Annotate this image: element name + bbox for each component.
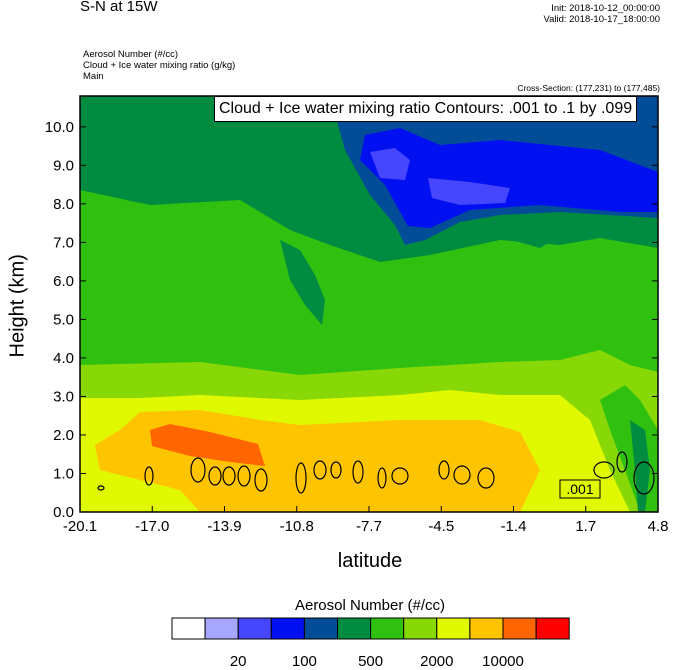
- colorbar-label: 10000: [482, 653, 524, 670]
- colorbar-label: 20: [229, 653, 247, 670]
- y-tick-label: 4.0: [53, 350, 74, 367]
- y-tick-label: 6.0: [53, 273, 74, 290]
- colorbar-swatch: [204, 617, 239, 640]
- colorbar-label: 500: [358, 653, 384, 670]
- valid-time: Valid: 2018-10-17_18:00:00: [543, 14, 660, 25]
- y-axis-label: Height (km): [6, 254, 29, 358]
- contour-label-box: [559, 479, 601, 499]
- field-shading: [80, 96, 658, 512]
- colorbar-swatch: [469, 617, 504, 640]
- plot-title: S-N at 15W: [80, 0, 158, 15]
- x-axis: -20.1 -17.0 -13.9 -10.8 -7.7 -4.5 -1.4 1.7 4.8: [63, 506, 669, 535]
- colorbar-swatch: [303, 617, 338, 640]
- field-label-main: Main: [83, 71, 104, 82]
- x-tick-label: -10.8: [280, 518, 314, 535]
- y-tick-label: 8.0: [53, 196, 74, 213]
- x-tick-label: -13.9: [207, 518, 241, 535]
- colorbar-swatch: [403, 617, 438, 640]
- x-tick-label: 4.8: [648, 518, 669, 535]
- band-light-blue-2: [428, 178, 510, 205]
- init-time: Init: 2018-10-12_00:00:00: [551, 3, 660, 14]
- band-dark-green-right: [505, 232, 560, 248]
- colorbar-swatch: [535, 617, 570, 640]
- field-label-aerosol: Aerosol Number (#/cc): [83, 49, 179, 60]
- contour-legend: Cloud + Ice water mixing ratio Contours:…: [214, 96, 638, 122]
- colorbar-swatch: [370, 617, 405, 640]
- colorbar-swatch: [502, 617, 537, 640]
- colorbar-label: 2000: [420, 653, 454, 670]
- x-tick-label: 1.7: [575, 518, 596, 535]
- colorbar-swatch: [436, 617, 471, 640]
- y-tick-label: 0.0: [53, 504, 74, 521]
- y-tick-label: 9.0: [53, 157, 74, 174]
- band-light-blue: [370, 148, 410, 180]
- colorbar-swatch: [237, 617, 272, 640]
- y-axis: 0.0 1.0 2.0 3.0 4.0 5.0 6.0 7.0 8.0 9.0 10.0: [45, 119, 658, 521]
- y-tick-label: 3.0: [53, 388, 74, 405]
- y-tick-label: 2.0: [53, 427, 74, 444]
- colorbar-swatch: [171, 617, 206, 640]
- band-dark-green-right-low: [630, 420, 650, 512]
- colorbar-label: 100: [291, 653, 317, 670]
- cloud-contours: [97, 451, 655, 495]
- colorbar-swatch: [337, 617, 372, 640]
- colorbar: [171, 617, 570, 640]
- x-tick-label: -20.1: [63, 518, 97, 535]
- y-tick-label: 5.0: [53, 311, 74, 328]
- x-tick-label: -7.7: [356, 518, 382, 535]
- y-tick-label: 1.0: [53, 465, 74, 482]
- colorbar-swatch: [270, 617, 305, 640]
- x-tick-label: -1.4: [501, 518, 527, 535]
- band-dark-orange: [150, 424, 265, 466]
- colorbar-title: Aerosol Number (#/cc): [294, 597, 446, 614]
- y-tick-label: 7.0: [53, 234, 74, 251]
- band-green: [80, 190, 658, 380]
- contour-label: .001: [566, 481, 593, 497]
- field-label-cloud: Cloud + Ice water mixing ratio (g/kg): [83, 60, 236, 71]
- x-axis-label: latitude: [337, 550, 403, 572]
- x-tick-label: -4.5: [428, 518, 454, 535]
- x-tick-label: -17.0: [135, 518, 169, 535]
- cross-section-label: Cross-Section: (177,231) to (177,485): [517, 83, 660, 93]
- band-blue: [360, 128, 658, 228]
- y-tick-label: 10.0: [45, 119, 74, 136]
- band-dark-green-intrusion: [280, 240, 325, 325]
